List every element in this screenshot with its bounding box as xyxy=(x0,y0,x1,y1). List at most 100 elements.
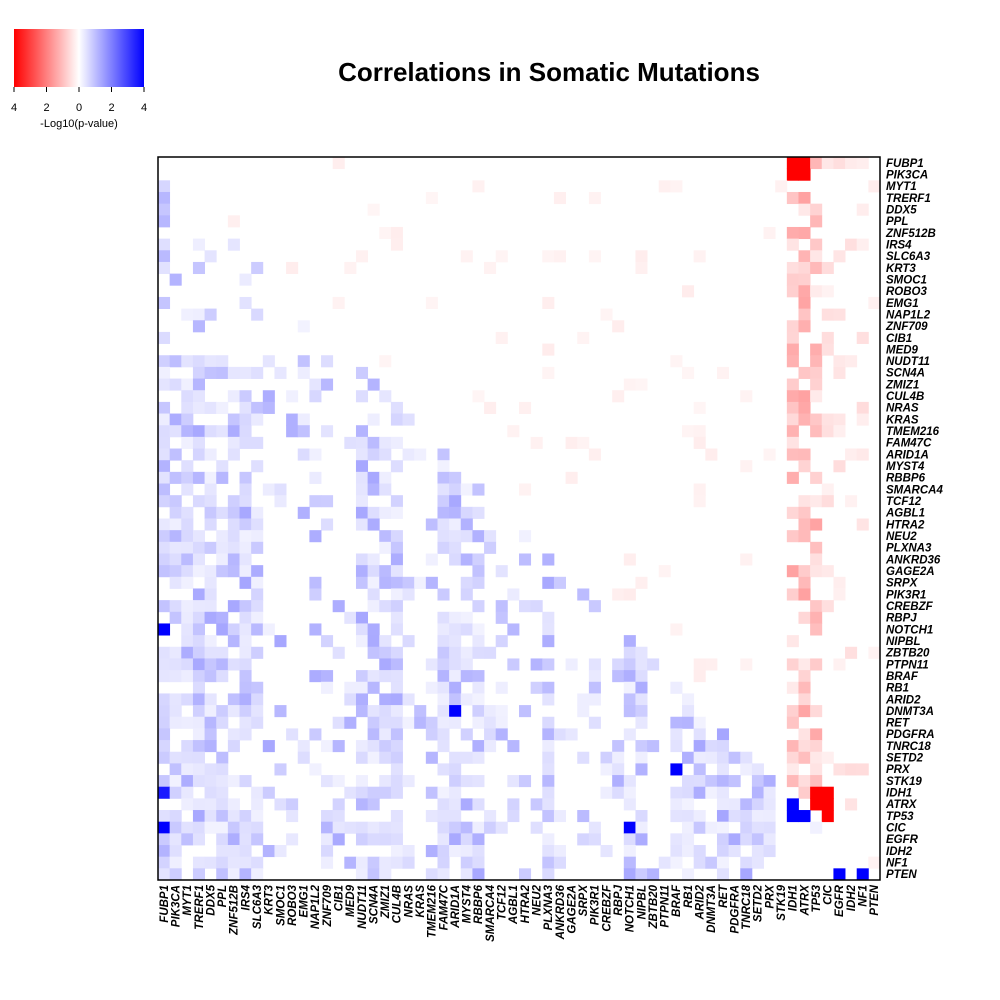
heatmap-cell xyxy=(495,681,508,694)
heatmap-cell xyxy=(449,471,462,484)
heatmap-cell xyxy=(181,670,194,683)
heatmap-cell xyxy=(856,413,869,426)
heatmap-cell xyxy=(565,658,578,671)
heatmap-cell xyxy=(437,693,450,706)
heatmap-cell xyxy=(542,775,555,788)
heatmap-cell xyxy=(390,588,403,601)
heatmap-cell xyxy=(379,786,392,799)
heatmap-cell xyxy=(728,775,741,788)
heatmap-cell xyxy=(181,786,194,799)
heatmap-cell xyxy=(682,775,695,788)
heatmap-cell xyxy=(309,495,322,508)
x-tick-label: NUDT11 xyxy=(357,885,369,929)
heatmap-cell xyxy=(449,716,462,729)
heatmap-cell xyxy=(437,646,450,659)
heatmap-cell xyxy=(833,576,846,589)
heatmap-cell xyxy=(309,378,322,391)
x-tick-label: TNRC18 xyxy=(741,884,753,929)
heatmap-cell xyxy=(216,751,229,764)
heatmap-cell xyxy=(460,250,473,263)
x-tick-label: CREBZF xyxy=(601,884,613,932)
x-tick-label: ANKRD36 xyxy=(555,884,567,940)
heatmap-cell xyxy=(425,728,438,741)
heatmap-cell xyxy=(297,355,310,368)
heatmap-cell xyxy=(239,810,252,823)
heatmap-cell xyxy=(868,856,881,869)
heatmap-cell xyxy=(635,646,648,659)
heatmap-cell xyxy=(670,833,683,846)
heatmap-cell xyxy=(437,868,450,881)
heatmap-cell xyxy=(251,401,264,414)
heatmap-cell xyxy=(169,646,182,659)
heatmap-cell xyxy=(798,576,811,589)
heatmap-cell xyxy=(670,856,683,869)
heatmap-cell xyxy=(612,775,625,788)
heatmap-cell xyxy=(449,530,462,543)
heatmap-cell xyxy=(693,751,706,764)
heatmap-cell xyxy=(460,553,473,566)
heatmap-cell xyxy=(740,798,753,811)
heatmap-cell xyxy=(251,798,264,811)
heatmap-cell xyxy=(192,541,205,554)
heatmap-cell xyxy=(367,518,380,531)
heatmap-cell xyxy=(355,366,369,379)
heatmap-cell xyxy=(472,681,485,694)
heatmap-cell xyxy=(437,716,450,729)
heatmap-cell xyxy=(355,798,369,811)
heatmap-cell xyxy=(227,658,240,671)
y-tick-label: PPL xyxy=(886,216,908,228)
heatmap-cell xyxy=(192,670,205,683)
heatmap-cell xyxy=(158,215,171,228)
heatmap-cell xyxy=(367,751,380,764)
heatmap-cell xyxy=(216,786,229,799)
heatmap-cell xyxy=(740,868,753,881)
heatmap-cell xyxy=(845,355,858,368)
x-tick-label: ZMIZ1 xyxy=(380,885,392,919)
heatmap-cell xyxy=(169,506,182,519)
heatmap-cell xyxy=(169,273,182,286)
heatmap-cell xyxy=(181,763,194,776)
y-tick-label: NRAS xyxy=(886,403,919,415)
heatmap-cell xyxy=(425,868,438,881)
heatmap-cell xyxy=(181,378,194,391)
heatmap-cell xyxy=(786,751,799,764)
heatmap-cell xyxy=(449,495,462,508)
y-tick-label: PIK3CA xyxy=(886,169,928,181)
heatmap-cell xyxy=(239,693,252,706)
y-tick-label: MYT1 xyxy=(886,181,917,193)
heatmap-cell xyxy=(751,763,764,776)
heatmap-cell xyxy=(786,285,799,298)
heatmap-cell xyxy=(227,728,240,741)
heatmap-cell xyxy=(204,366,217,379)
heatmap-cell xyxy=(204,250,217,263)
heatmap-cell xyxy=(810,366,823,379)
heatmap-cell xyxy=(798,401,811,414)
heatmap-cell xyxy=(425,751,438,764)
heatmap-cell xyxy=(390,460,403,473)
heatmap-cell xyxy=(169,763,182,776)
heatmap-cell xyxy=(251,530,264,543)
x-tick-label: ARID1A xyxy=(450,885,462,929)
heatmap-cell xyxy=(530,658,543,671)
heatmap-cell xyxy=(786,716,799,729)
heatmap-cell xyxy=(379,471,392,484)
heatmap-cell xyxy=(239,856,252,869)
heatmap-cell xyxy=(390,681,403,694)
heatmap-cell xyxy=(227,366,240,379)
heatmap-cell xyxy=(786,775,799,788)
heatmap-cell xyxy=(216,565,229,578)
heatmap-cell xyxy=(472,483,485,496)
heatmap-cell xyxy=(449,786,462,799)
heatmap-cell xyxy=(810,425,823,438)
heatmap-cell xyxy=(798,506,811,519)
heatmap-cell xyxy=(542,611,555,624)
heatmap-cell xyxy=(227,238,240,251)
heatmap-cell xyxy=(786,471,799,484)
heatmap-cell xyxy=(355,635,369,648)
heatmap-cell xyxy=(402,635,415,648)
heatmap-cell xyxy=(810,728,823,741)
heatmap-cell xyxy=(623,798,636,811)
heatmap-cell xyxy=(460,576,473,589)
heatmap-cell xyxy=(414,448,427,461)
heatmap-cell xyxy=(693,250,706,263)
